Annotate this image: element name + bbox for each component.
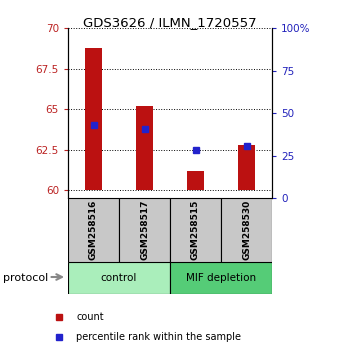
Bar xyxy=(238,145,255,190)
Bar xyxy=(221,198,272,262)
Bar xyxy=(68,262,170,294)
Text: GSM258516: GSM258516 xyxy=(89,200,98,260)
Text: GDS3626 / ILMN_1720557: GDS3626 / ILMN_1720557 xyxy=(83,16,257,29)
Text: MIF depletion: MIF depletion xyxy=(186,273,256,283)
Text: protocol: protocol xyxy=(3,273,49,283)
Text: control: control xyxy=(101,273,137,283)
Text: count: count xyxy=(76,312,104,322)
Bar xyxy=(85,48,102,190)
Bar xyxy=(68,198,119,262)
Bar xyxy=(170,262,272,294)
Text: GSM258515: GSM258515 xyxy=(191,200,200,260)
Text: GSM258517: GSM258517 xyxy=(140,200,149,260)
Bar xyxy=(170,198,221,262)
Bar xyxy=(136,106,153,190)
Text: percentile rank within the sample: percentile rank within the sample xyxy=(76,332,241,342)
Bar xyxy=(119,198,170,262)
Bar xyxy=(187,171,204,190)
Text: GSM258530: GSM258530 xyxy=(242,200,251,260)
